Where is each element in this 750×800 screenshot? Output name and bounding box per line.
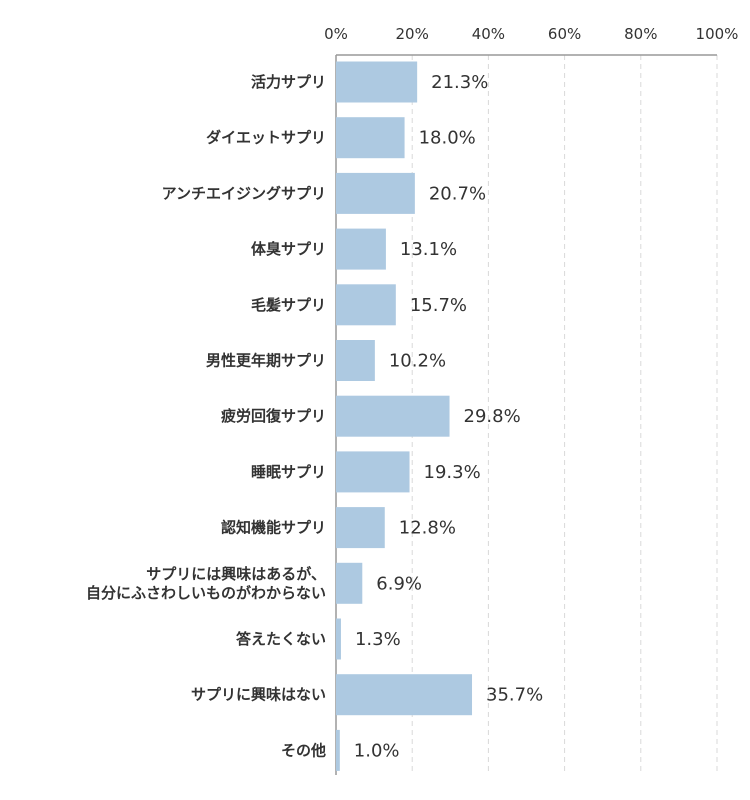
bar: [336, 562, 363, 604]
x-tick-label: 20%: [396, 25, 429, 43]
category-labels: 活力サプリダイエットサプリアンチエイジングサプリ体臭サプリ毛髪サプリ男性更年期サ…: [86, 73, 326, 759]
category-label: その他: [281, 741, 326, 759]
value-label: 35.7%: [486, 685, 543, 706]
x-tick-label: 80%: [624, 25, 657, 43]
x-tick-label: 40%: [472, 25, 505, 43]
x-tick-label: 60%: [548, 25, 581, 43]
bar: [336, 395, 450, 437]
category-label: ダイエットサプリ: [206, 129, 326, 147]
category-label: アンチエイジングサプリ: [162, 184, 326, 202]
bar: [336, 618, 341, 660]
bar: [336, 507, 385, 549]
bars: [336, 61, 473, 771]
value-labels: 21.3% 18.0% 20.7% 13.1% 15.7% 10.2% 29.8% 19.3%…: [354, 72, 543, 761]
category-label: 体臭サプリ: [251, 240, 326, 258]
bar: [336, 674, 473, 716]
category-label: サプリには興味はあるが、: [146, 565, 326, 583]
value-label: 20.7%: [429, 183, 486, 204]
category-label: 男性更年期サプリ: [206, 352, 326, 370]
value-label: 18.0%: [419, 128, 476, 149]
value-label: 1.0%: [354, 740, 400, 761]
value-label: 12.8%: [399, 518, 456, 539]
value-label: 19.3%: [424, 462, 481, 483]
category-label: 睡眠サプリ: [251, 463, 326, 481]
value-label: 6.9%: [376, 573, 422, 594]
bar: [336, 729, 340, 771]
x-tick-labels: 0% 20% 40% 60% 80% 100%: [324, 25, 738, 43]
bar: [336, 451, 410, 493]
value-label: 10.2%: [389, 351, 446, 372]
category-label: サプリに興味はない: [191, 686, 326, 704]
bar: [336, 172, 415, 214]
bar: [336, 228, 386, 270]
category-label: 自分にふさわしいものがわからない: [86, 584, 326, 602]
value-label: 15.7%: [410, 295, 467, 316]
category-label: 答えたくない: [236, 630, 326, 648]
value-label: 29.8%: [464, 406, 521, 427]
value-label: 13.1%: [400, 239, 457, 260]
x-tick-label: 100%: [696, 25, 739, 43]
bar: [336, 61, 418, 103]
category-label: 活力サプリ: [251, 73, 326, 91]
category-label: 認知機能サプリ: [221, 519, 326, 537]
category-label: 疲労回復サプリ: [221, 407, 326, 425]
x-tick-label: 0%: [324, 25, 348, 43]
value-label: 21.3%: [431, 72, 488, 93]
bar: [336, 117, 405, 159]
bar: [336, 340, 375, 381]
bar: [336, 284, 396, 326]
value-label: 1.3%: [355, 629, 401, 650]
category-label: 毛髪サプリ: [251, 296, 326, 314]
grid-lines: [411, 55, 718, 775]
